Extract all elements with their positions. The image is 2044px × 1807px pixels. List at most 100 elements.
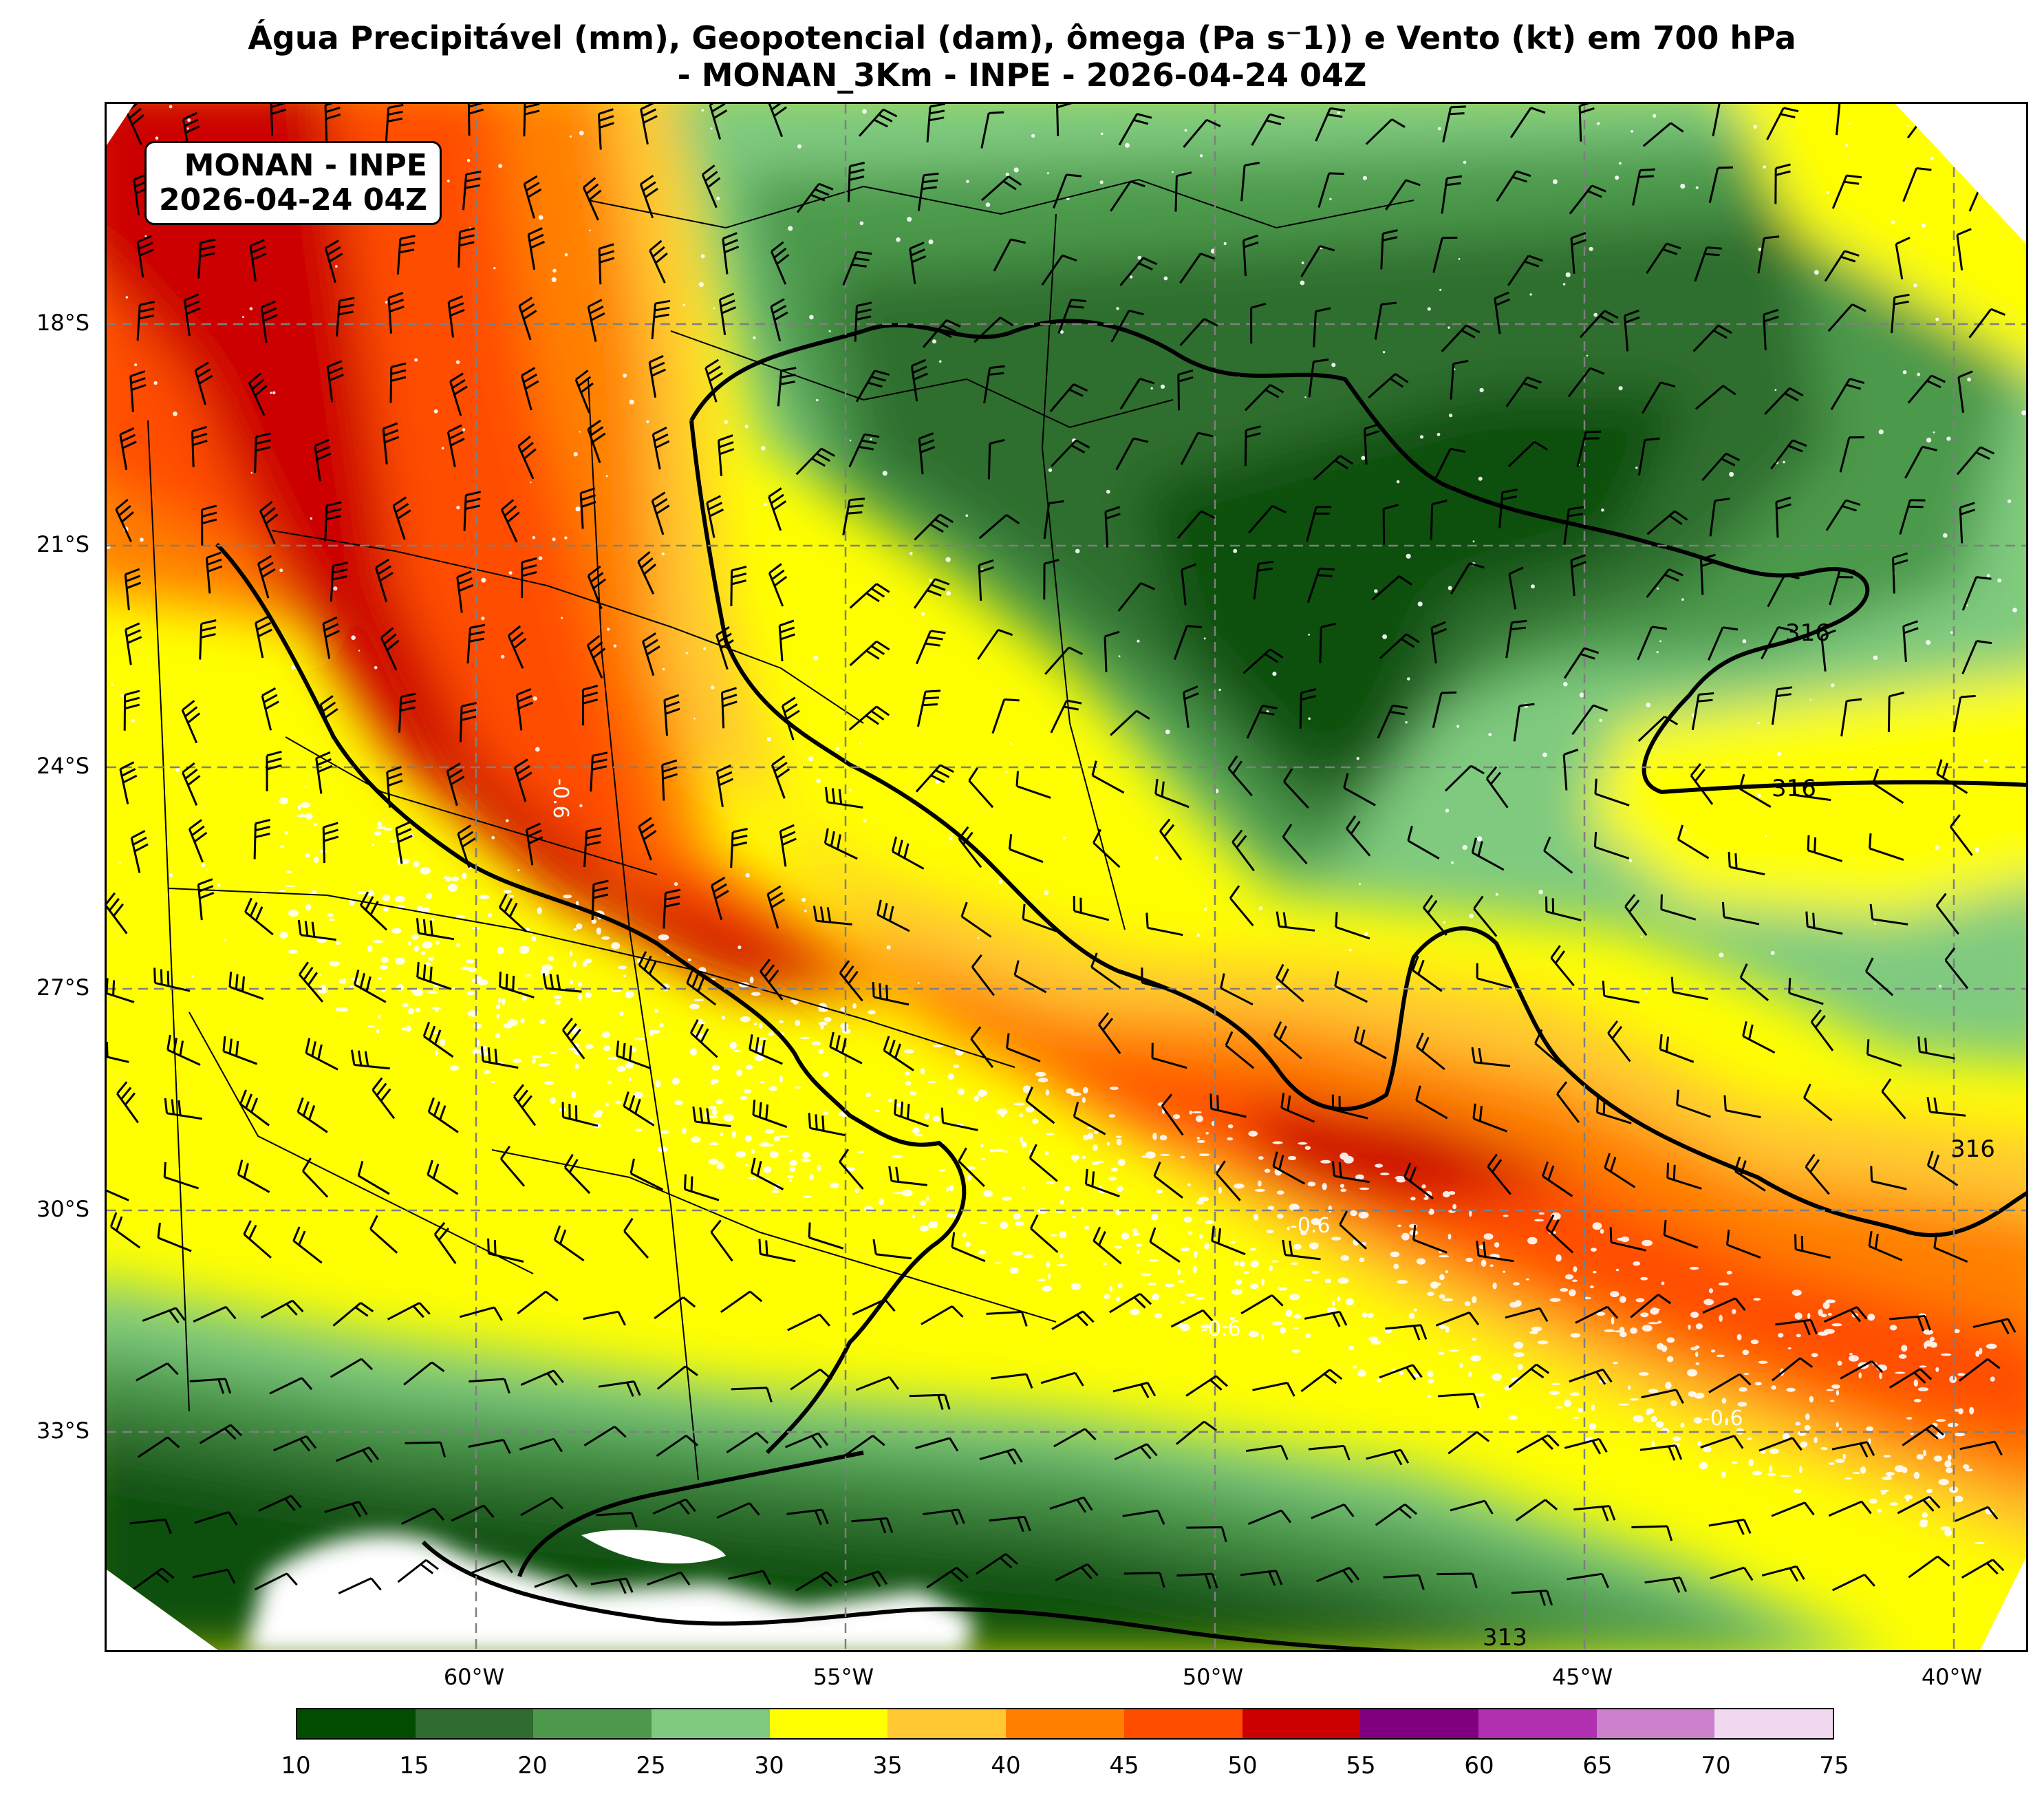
wind-barb bbox=[1247, 1509, 1292, 1526]
wind-barb bbox=[563, 1153, 591, 1195]
colorbar-segment bbox=[297, 1709, 416, 1738]
wind-barb bbox=[855, 1376, 900, 1391]
wind-barb bbox=[466, 623, 486, 664]
wind-barb bbox=[843, 1570, 888, 1587]
wind-barb bbox=[1123, 1572, 1165, 1588]
wind-barb bbox=[534, 1573, 578, 1588]
colorbar-tick-label: 75 bbox=[1819, 1752, 1849, 1779]
omega-label-b: -0.6 bbox=[1290, 1214, 1331, 1238]
wind-barb bbox=[913, 578, 950, 609]
wind-barb bbox=[1955, 1506, 1999, 1522]
wind-barb bbox=[1944, 947, 1969, 990]
lon-label-45w: 45°W bbox=[1551, 1664, 1613, 1690]
wind-barb bbox=[1057, 299, 1086, 334]
wind-barb bbox=[1767, 574, 1800, 608]
wind-barb bbox=[1300, 245, 1335, 277]
wind-barb bbox=[1240, 1294, 1284, 1314]
wind-barb bbox=[1174, 171, 1192, 212]
colorbar-segment bbox=[1478, 1709, 1597, 1738]
wind-barb bbox=[386, 766, 403, 808]
wind-barb bbox=[324, 501, 342, 542]
wind-barb bbox=[991, 698, 1020, 734]
wind-barb bbox=[590, 1577, 634, 1594]
wind-barb bbox=[132, 1568, 175, 1591]
lat-label-24s: 24°S bbox=[36, 753, 89, 779]
wind-barb bbox=[1902, 1424, 1944, 1446]
wind-barb bbox=[1961, 640, 1992, 674]
wind-barb bbox=[500, 499, 520, 543]
wind-barb bbox=[248, 372, 268, 416]
wind-barb bbox=[1043, 559, 1059, 600]
wind-barb bbox=[1437, 1572, 1478, 1589]
wind-barb bbox=[728, 1570, 771, 1585]
omega-labels: -0.6 -0.6 -0.6 -0.6 bbox=[548, 778, 1743, 1431]
wind-barb bbox=[986, 1311, 1028, 1327]
wind-barb bbox=[163, 1162, 200, 1190]
wind-barb bbox=[706, 495, 724, 538]
wind-barb bbox=[1317, 172, 1344, 208]
wind-barb bbox=[1433, 447, 1466, 482]
wind-barb bbox=[521, 557, 537, 599]
wind-barb bbox=[1904, 445, 1937, 479]
wind-barb bbox=[1403, 1162, 1434, 1200]
model-info-box: MONAN - INPE 2026-04-24 04Z bbox=[144, 141, 442, 225]
wind-barb bbox=[1642, 381, 1676, 414]
wind-barb bbox=[517, 1290, 559, 1315]
wind-barb bbox=[1377, 704, 1408, 739]
colorbar-segment bbox=[415, 1709, 534, 1738]
map-panel[interactable]: 316 316 316 313 -0.6 -0.6 -0.6 -0.6 bbox=[105, 102, 2028, 1652]
wind-barb bbox=[1723, 1095, 1761, 1119]
wind-barb bbox=[973, 317, 1014, 343]
wind-barb bbox=[1272, 1151, 1306, 1185]
wind-barb bbox=[527, 227, 546, 270]
wind-barb bbox=[726, 1432, 769, 1453]
wind-barb bbox=[786, 1508, 829, 1526]
wind-barb bbox=[1050, 699, 1082, 734]
wind-barb bbox=[1159, 818, 1183, 861]
wind-barb bbox=[977, 628, 1013, 660]
wind-barb bbox=[433, 1221, 457, 1264]
wind-barb bbox=[273, 1435, 317, 1452]
wind-barb bbox=[292, 1226, 323, 1264]
wind-barb bbox=[1240, 1570, 1283, 1586]
wind-barb bbox=[1416, 1032, 1445, 1071]
wind-barb bbox=[1385, 179, 1421, 211]
wind-barb bbox=[1441, 324, 1481, 352]
wind-barb bbox=[579, 487, 596, 529]
wind-barb bbox=[192, 1568, 236, 1584]
colorbar-segment bbox=[1006, 1709, 1124, 1738]
wind-barb bbox=[1933, 1232, 1968, 1263]
wind-barb bbox=[1739, 963, 1769, 1001]
wind-barb bbox=[1805, 911, 1843, 935]
wind-barb bbox=[1093, 1226, 1122, 1265]
wind-barb bbox=[958, 826, 982, 868]
wind-barb bbox=[824, 787, 863, 809]
wind-barb bbox=[1824, 250, 1860, 282]
wind-barb bbox=[894, 1099, 929, 1128]
wind-barb bbox=[915, 630, 946, 665]
wind-barb bbox=[468, 1439, 511, 1454]
wind-barb bbox=[1892, 552, 1908, 594]
wind-barb bbox=[153, 967, 191, 992]
wind-barb bbox=[598, 1380, 641, 1397]
wind-barb bbox=[517, 436, 537, 480]
wind-barb bbox=[1926, 1097, 1966, 1117]
wind-barb bbox=[1642, 122, 1684, 147]
wind-barb bbox=[1956, 446, 1995, 475]
wind-barb bbox=[1122, 1509, 1165, 1526]
wind-barb bbox=[260, 1299, 304, 1319]
colorbar-segment bbox=[769, 1709, 888, 1738]
wind-barb bbox=[978, 559, 995, 601]
wind-barb bbox=[255, 615, 272, 659]
wind-barb bbox=[498, 893, 527, 932]
wind-barb bbox=[447, 424, 465, 467]
colorbar-tick-label: 50 bbox=[1227, 1752, 1258, 1779]
wind-barb bbox=[1676, 1089, 1712, 1118]
wind-barb bbox=[1383, 1574, 1425, 1590]
wind-barb bbox=[752, 1100, 788, 1129]
wind-barb bbox=[107, 892, 128, 934]
wind-barb bbox=[1476, 1240, 1514, 1263]
wind-barb bbox=[1371, 575, 1412, 601]
wind-barb bbox=[651, 491, 670, 535]
wind-barb bbox=[1959, 1440, 2003, 1456]
